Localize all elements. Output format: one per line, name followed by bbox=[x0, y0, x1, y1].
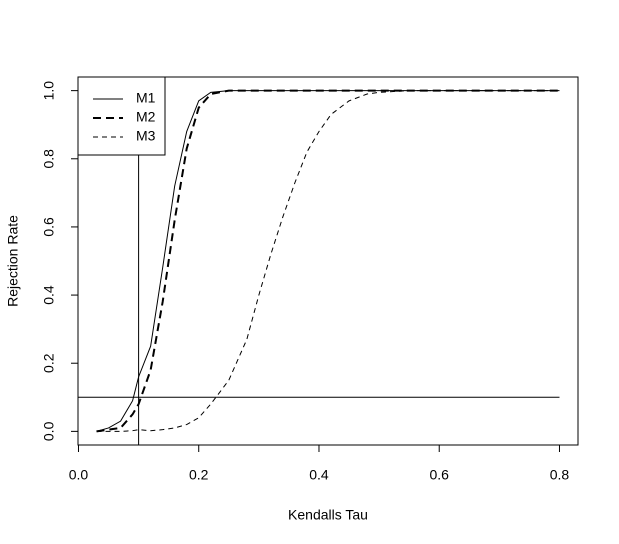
y-tick-label: 0.4 bbox=[41, 285, 57, 305]
y-tick-label: 1.0 bbox=[41, 81, 57, 101]
y-tick-label: 0.6 bbox=[41, 217, 57, 237]
x-tick-label: 0.8 bbox=[550, 467, 570, 483]
y-tick-label: 0.8 bbox=[41, 149, 57, 169]
y-tick-label: 0.2 bbox=[41, 353, 57, 373]
series-line bbox=[96, 90, 560, 432]
legend-label: M3 bbox=[136, 128, 156, 144]
x-tick-label: 0.0 bbox=[69, 467, 89, 483]
legend-label: M1 bbox=[136, 90, 156, 106]
x-tick-label: 0.2 bbox=[189, 467, 209, 483]
series-line bbox=[96, 90, 560, 432]
y-tick-label: 0.0 bbox=[41, 421, 57, 441]
y-axis-label: Rejection Rate bbox=[5, 215, 21, 307]
x-tick-label: 0.6 bbox=[429, 467, 449, 483]
series-line bbox=[96, 89, 560, 433]
x-tick-label: 0.4 bbox=[309, 467, 329, 483]
legend-label: M2 bbox=[136, 109, 156, 125]
legend-box bbox=[77, 76, 166, 156]
plot-frame bbox=[77, 76, 579, 446]
x-axis-label: Kendalls Tau bbox=[288, 507, 368, 523]
